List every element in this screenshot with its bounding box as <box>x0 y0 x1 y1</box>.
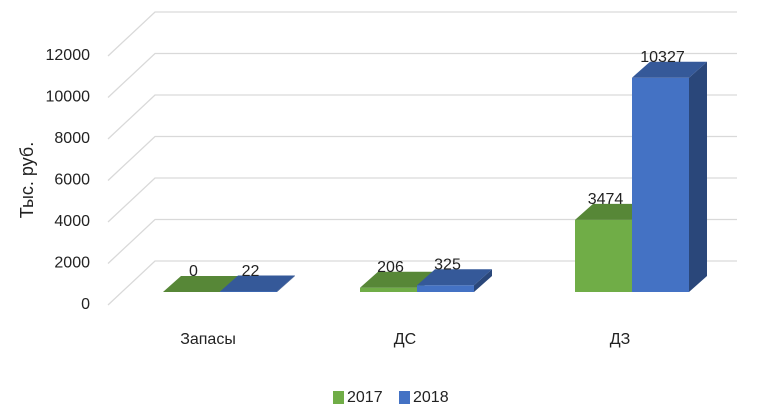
bar-top <box>417 269 492 286</box>
y-axis-title: Тыс. руб. <box>17 142 37 218</box>
grid-line <box>107 94 737 140</box>
y-tick-label: 4000 <box>54 213 90 230</box>
bar <box>220 275 295 292</box>
y-tick-label: 2000 <box>54 255 90 272</box>
bar-front <box>417 285 474 292</box>
bar-front <box>360 287 417 292</box>
y-tick-label: 8000 <box>54 130 90 147</box>
bar-side <box>474 269 492 292</box>
data-label: 10327 <box>640 49 685 66</box>
grid-line <box>107 260 737 306</box>
x-tick-label: ДЗ <box>610 331 631 348</box>
bar-top <box>632 61 707 78</box>
data-label: 206 <box>377 259 404 276</box>
grid-line <box>107 135 737 181</box>
x-tick-label: Запасы <box>180 331 236 348</box>
bar <box>632 61 707 292</box>
bar-side <box>277 275 295 292</box>
bar <box>417 269 492 292</box>
bar <box>163 276 238 292</box>
grid-line <box>107 11 737 57</box>
y-tick-label: 0 <box>81 296 90 313</box>
y-tick-label: 10000 <box>46 89 91 106</box>
legend-swatch <box>333 391 344 404</box>
grid-line <box>107 52 737 98</box>
grid-line <box>107 218 737 264</box>
legend-label: 2017 <box>347 389 383 406</box>
data-label: 3474 <box>588 191 624 208</box>
bar-top <box>360 271 435 288</box>
data-label: 325 <box>434 256 461 273</box>
legend-swatch <box>399 391 410 404</box>
bar-top <box>163 276 238 292</box>
data-label: 0 <box>189 263 198 280</box>
bar-top <box>575 203 650 220</box>
legend-label: 2018 <box>413 389 449 406</box>
x-tick-label: ДС <box>394 331 416 348</box>
bar-front <box>632 77 689 292</box>
grid-line <box>107 177 737 223</box>
y-tick-label: 6000 <box>54 172 90 189</box>
bar-front <box>575 219 632 292</box>
bar-top <box>220 275 295 292</box>
data-label: 22 <box>242 263 260 280</box>
y-tick-label: 12000 <box>46 47 91 64</box>
bar-side <box>689 61 707 292</box>
